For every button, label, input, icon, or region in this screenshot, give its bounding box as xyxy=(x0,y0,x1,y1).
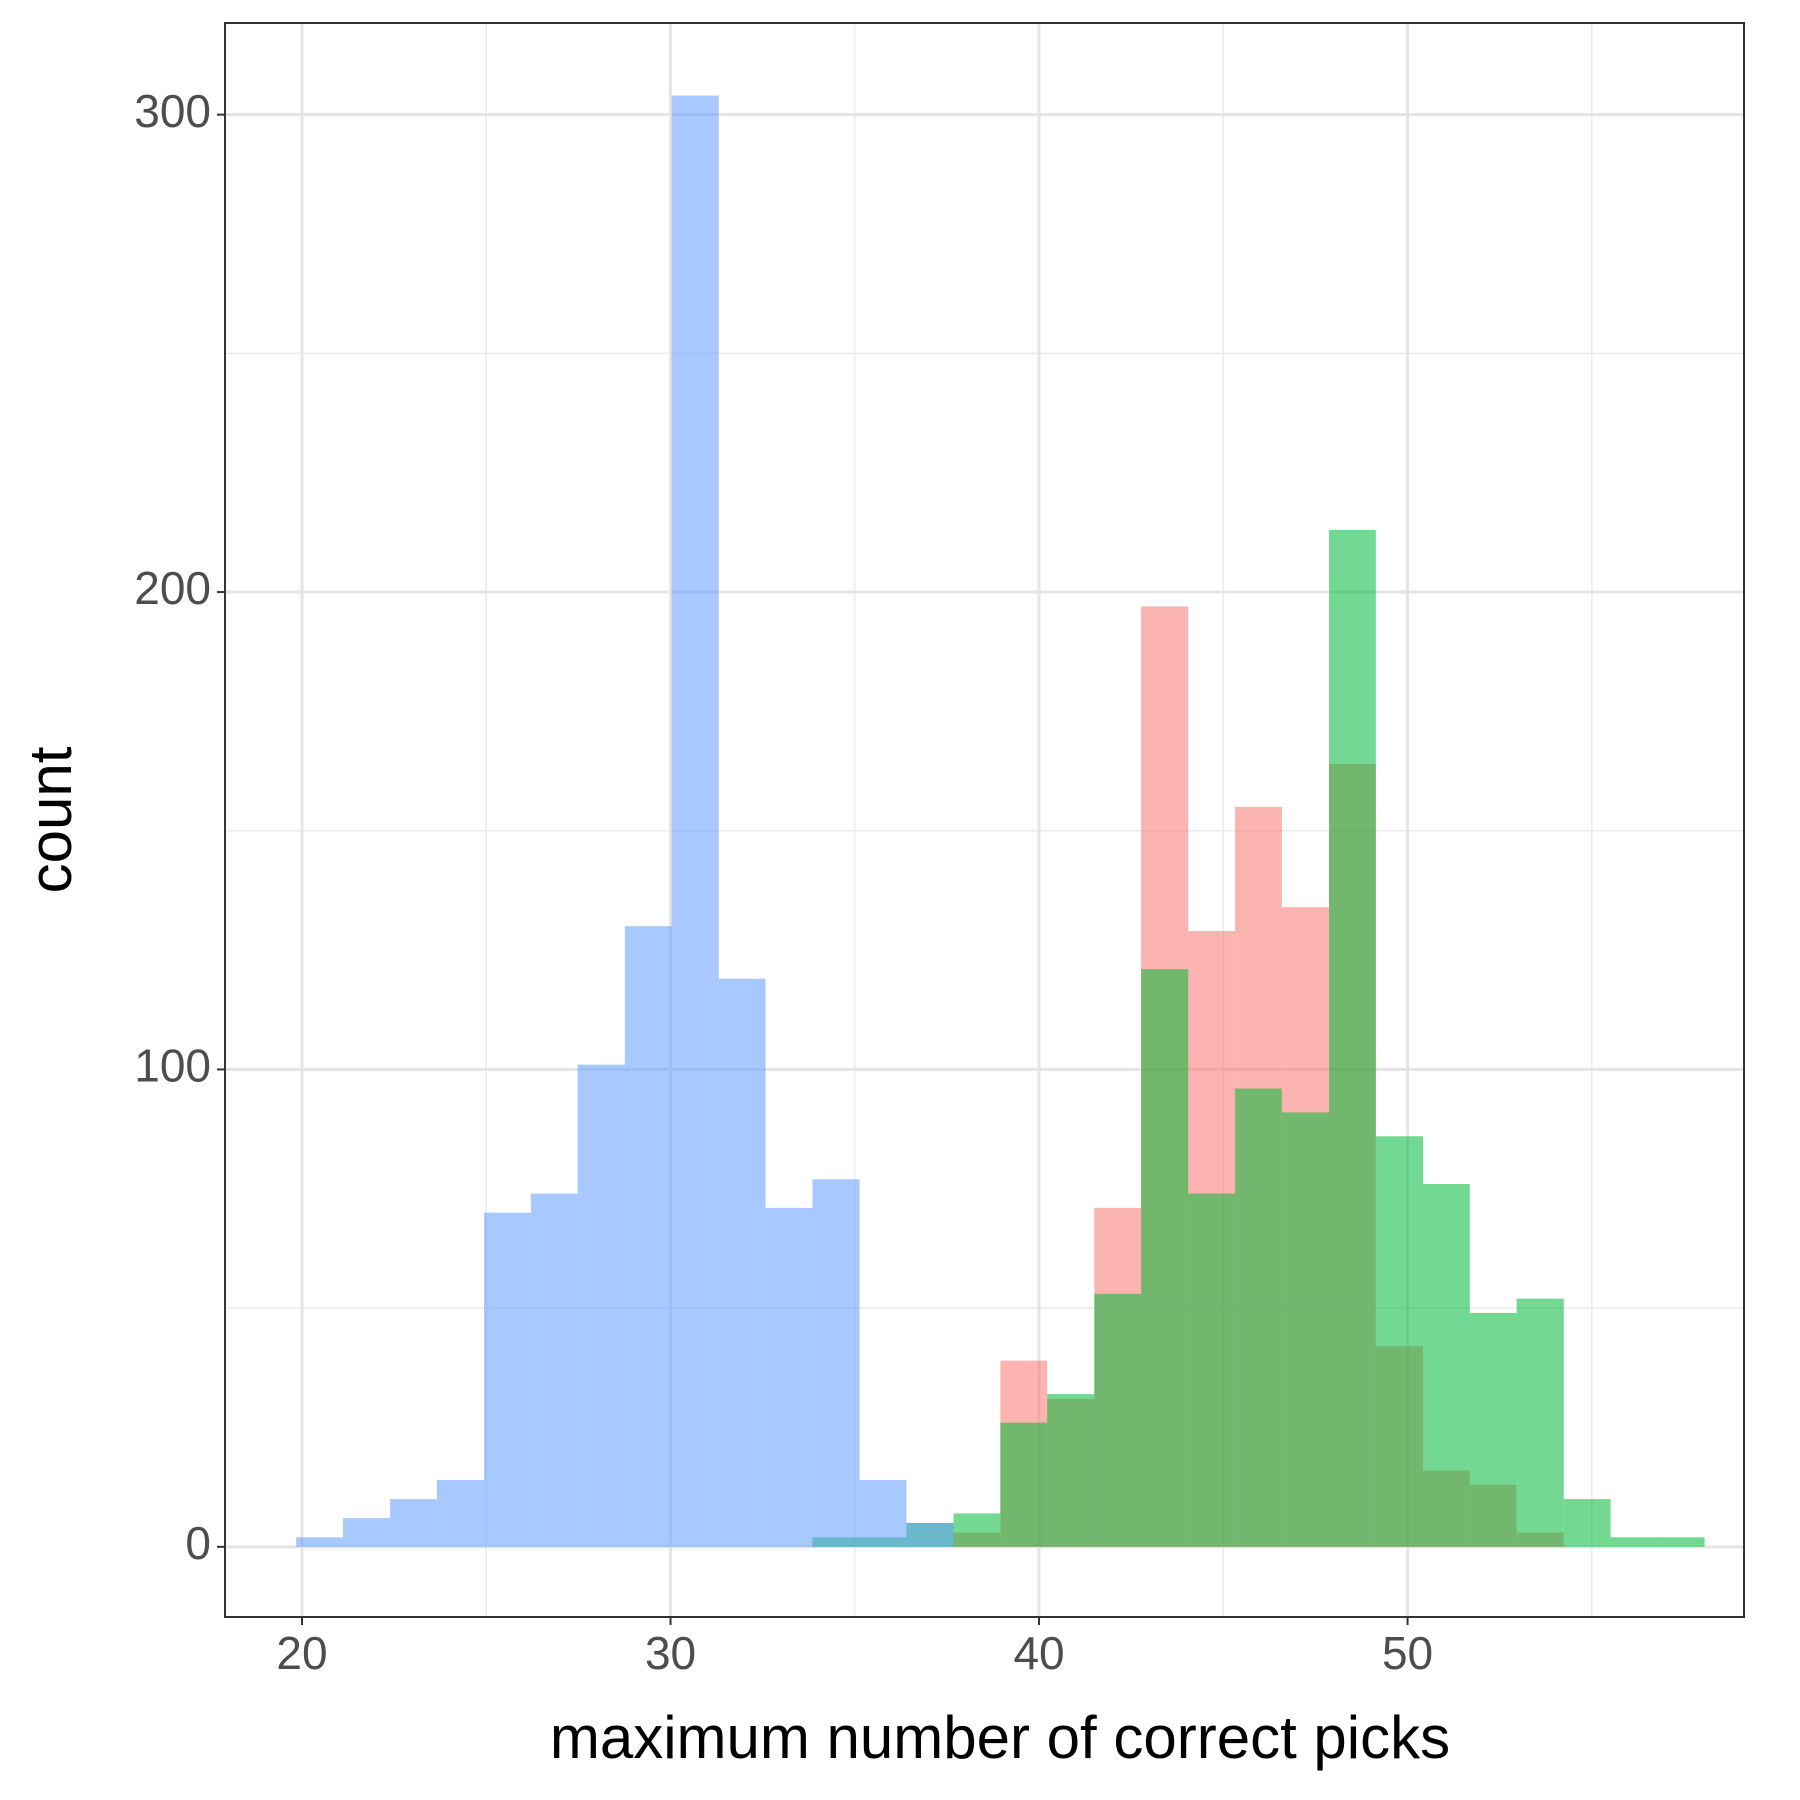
histogram-bar xyxy=(906,1522,954,1547)
histogram-bar xyxy=(1657,1537,1705,1547)
x-tick-label: 40 xyxy=(1013,1627,1064,1679)
histogram-bar xyxy=(1469,1312,1517,1547)
histogram-bar xyxy=(1563,1499,1611,1547)
x-tick-label: 20 xyxy=(276,1627,327,1679)
histogram-bar xyxy=(624,926,672,1547)
histogram-bar xyxy=(390,1499,437,1547)
histogram-bar xyxy=(953,1513,1001,1547)
y-tick-label: 100 xyxy=(134,1040,211,1092)
histogram-bar xyxy=(1188,1193,1236,1547)
histogram-bar xyxy=(1610,1537,1658,1547)
histogram-bar xyxy=(1094,1293,1142,1547)
histogram-bar xyxy=(671,95,719,1547)
histogram-bar xyxy=(1235,1088,1282,1547)
y-tick-label: 0 xyxy=(185,1517,211,1569)
histogram-bar xyxy=(484,1212,531,1547)
histogram-bar xyxy=(1047,1394,1095,1547)
x-axis-title: maximum number of correct picks xyxy=(550,1704,1450,1771)
histogram-bar xyxy=(1329,529,1376,1547)
x-tick-label: 50 xyxy=(1382,1627,1433,1679)
y-axis-title: count xyxy=(17,746,84,893)
histogram-bar xyxy=(718,978,766,1547)
histogram-bar xyxy=(1141,969,1189,1547)
histogram-bar xyxy=(530,1193,578,1547)
panel-border xyxy=(224,22,1745,1618)
histogram-bar xyxy=(342,1518,391,1547)
histogram-bar xyxy=(765,1207,813,1547)
histogram-bar xyxy=(859,1479,907,1547)
y-tick-label: 300 xyxy=(134,85,211,137)
histogram-bar xyxy=(1423,1184,1470,1547)
histogram-bar xyxy=(1000,1422,1048,1547)
histogram-bar xyxy=(296,1537,343,1547)
histogram-bar xyxy=(1281,1112,1330,1547)
histogram-bar xyxy=(1375,1136,1424,1547)
histogram-bar xyxy=(577,1064,625,1547)
histogram-bar xyxy=(812,1179,860,1547)
histogram-bar xyxy=(436,1479,485,1547)
y-tick-label: 200 xyxy=(134,562,211,614)
histogram-bar xyxy=(1516,1298,1564,1547)
x-tick-label: 30 xyxy=(645,1627,696,1679)
